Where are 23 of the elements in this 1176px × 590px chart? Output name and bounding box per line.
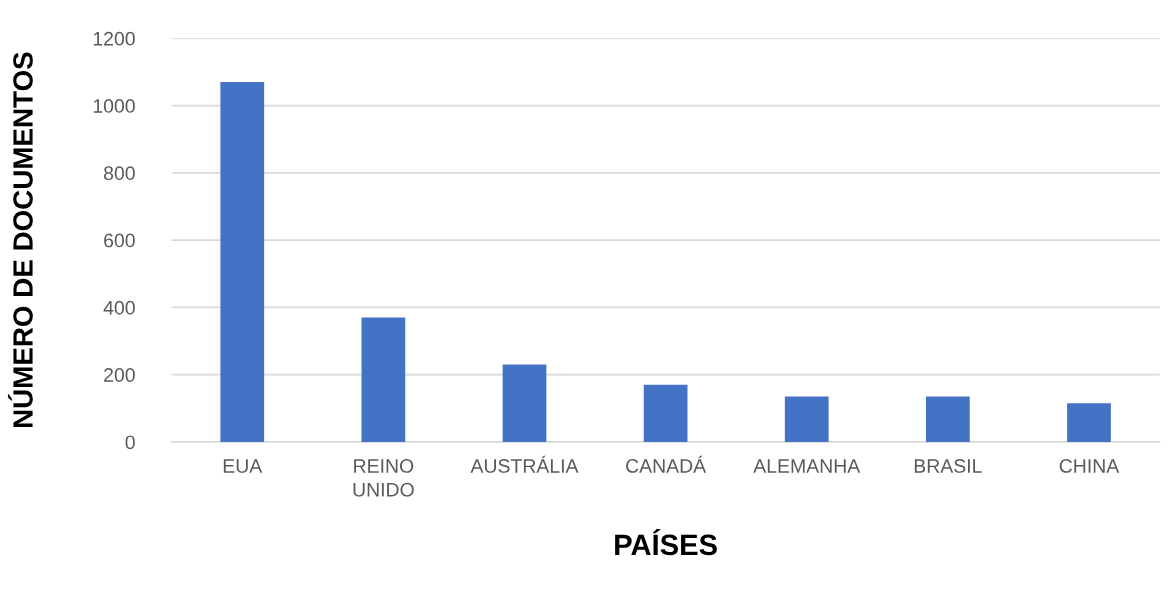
bar [220,82,265,442]
x-tick-label: ALEMANHA [753,459,861,473]
y-tick-label: 1200 [93,31,135,46]
x-axis-title: PAÍSES [615,529,717,556]
x-tick-label: EUA [223,459,263,473]
bar [784,396,829,442]
bar [643,384,688,442]
x-tick-label: CANADÁ [626,455,707,473]
x-tick-label: BRASIL [914,459,982,473]
x-tick-label: CHINA [1059,459,1120,473]
bar [361,317,406,442]
bar [1067,403,1111,442]
y-tick-label: 200 [104,368,135,382]
x-tick-label: REINO UNIDO [353,459,414,497]
y-tick-label: 0 [125,435,135,450]
x-tick-label: AUSTRÁLIA [470,455,579,473]
y-tick-label: 400 [103,300,135,315]
y-tick-label: 800 [103,166,135,181]
y-tick-label: 600 [104,233,135,248]
bar [925,396,970,442]
y-axis-title: NÚMERO DE DOCUMENTOS [7,52,33,428]
y-tick-label: 1000 [93,99,135,113]
bar [502,364,547,442]
